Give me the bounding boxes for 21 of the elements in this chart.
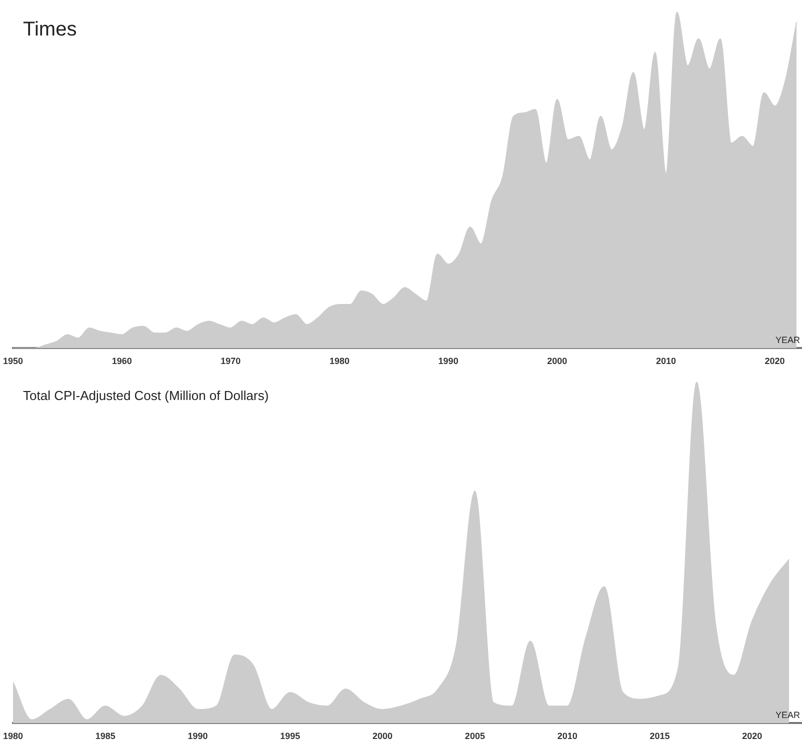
x-tick-label: 2015 (650, 731, 670, 742)
x-axis-title: YEAR (775, 710, 800, 720)
x-tick-label: 1950 (2, 356, 24, 366)
x-tick-label: 1985 (95, 731, 116, 742)
x-tick-label: 1980 (329, 356, 350, 366)
x-tick-label: 1990 (438, 356, 458, 366)
x-tick-label: 1970 (220, 356, 241, 366)
x-tick-label: 2010 (656, 356, 676, 366)
x-tick-label: 2010 (557, 731, 578, 742)
x-tick-label: 2005 (464, 731, 485, 742)
chart-title: Times (23, 18, 77, 41)
x-axis-title: YEAR (775, 335, 800, 346)
x-tick-label: 2020 (764, 356, 785, 366)
x-tick-label: 2020 (742, 731, 762, 742)
x-tick-label: 1980 (2, 731, 24, 742)
x-tick-label: 1995 (280, 731, 300, 742)
x-tick-label: 1990 (188, 731, 208, 742)
x-tick-label: 1960 (112, 356, 132, 366)
x-tick-label: 2000 (372, 731, 393, 742)
text: Total CPI-Adjusted Cost (Million of Dollars) (23, 388, 269, 404)
x-tick-label: 2000 (547, 356, 568, 366)
